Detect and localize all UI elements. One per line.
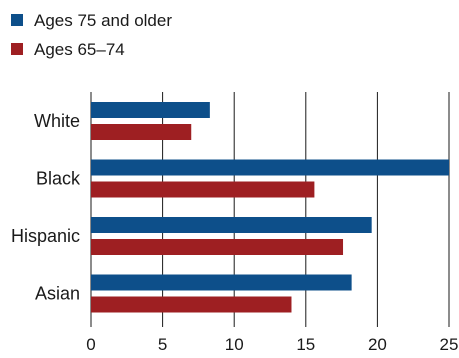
legend-label-1: Ages 65–74 bbox=[34, 40, 125, 59]
legend-swatch-1 bbox=[11, 43, 23, 55]
tick-label-x-2: 10 bbox=[225, 335, 244, 353]
bar-black-series-1 bbox=[91, 181, 315, 198]
bar-asian-series-1 bbox=[91, 296, 292, 313]
bar-white-series-1 bbox=[91, 124, 192, 140]
bar-black-series-0 bbox=[91, 159, 449, 176]
bar-hispanic-series-1 bbox=[91, 239, 344, 255]
tick-label-x-4: 20 bbox=[368, 335, 387, 353]
tick-label-x-1: 5 bbox=[158, 335, 167, 353]
bar-hispanic-series-0 bbox=[91, 217, 372, 233]
category-label-black: Black bbox=[36, 169, 81, 189]
tick-label-x-0: 0 bbox=[86, 335, 95, 353]
category-label-hispanic: Hispanic bbox=[11, 226, 80, 246]
legend-label-0: Ages 75 and older bbox=[34, 11, 172, 30]
tick-label-x-3: 15 bbox=[296, 335, 315, 353]
bar-asian-series-0 bbox=[91, 274, 352, 291]
category-label-white: White bbox=[34, 111, 80, 131]
tick-label-x-5: 25 bbox=[440, 335, 459, 353]
category-label-asian: Asian bbox=[35, 284, 80, 304]
bar-white-series-0 bbox=[91, 102, 210, 118]
legend-swatch-0 bbox=[11, 14, 23, 26]
